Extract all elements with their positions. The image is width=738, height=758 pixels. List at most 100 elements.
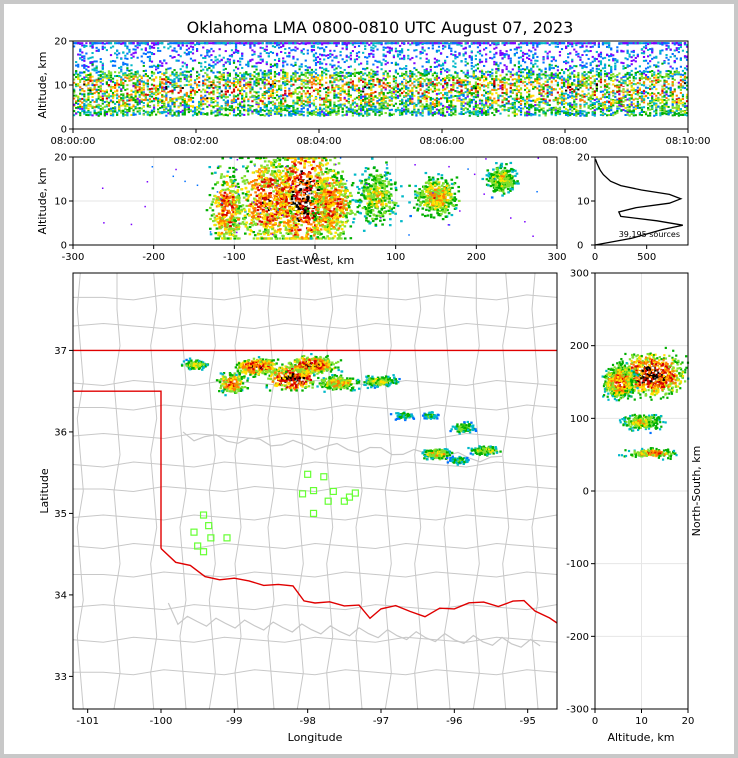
time-source-cell	[263, 91, 266, 94]
time-source-cell	[433, 111, 436, 114]
time-source-cell	[161, 105, 164, 108]
time-source-cell	[333, 101, 336, 104]
time-source-cell	[462, 112, 465, 115]
time-source-cell	[226, 58, 229, 61]
time-source-cell	[458, 94, 461, 97]
time-source-cell	[116, 82, 119, 85]
time-source-cell	[366, 93, 369, 96]
time-source-cell	[493, 89, 496, 92]
time-source-cell	[355, 89, 359, 92]
time-source-cell	[425, 53, 428, 56]
time-source-cell	[179, 47, 182, 50]
time-source-cell	[294, 91, 297, 94]
time-source-cell	[136, 103, 139, 106]
time-source-cell	[97, 112, 100, 115]
time-source-cell	[362, 114, 365, 117]
time-source-cell	[273, 90, 277, 93]
time-source-cell	[157, 100, 160, 103]
time-source-cell	[99, 109, 102, 112]
time-source-cell	[75, 106, 78, 109]
time-source-cell	[368, 76, 371, 79]
time-source-cell	[351, 87, 354, 90]
time-source-cell	[316, 42, 320, 45]
time-source-cell	[374, 45, 377, 48]
time-source-cell	[183, 78, 186, 81]
time-source-cell	[189, 89, 193, 92]
time-source-cell	[228, 105, 231, 108]
time-source-cell	[275, 105, 279, 108]
time-source-cell	[179, 42, 182, 45]
time-source-cell	[300, 79, 303, 82]
time-source-cell	[263, 94, 266, 97]
time-source-cell	[140, 42, 143, 45]
time-source-cell	[232, 90, 236, 93]
time-source-cell	[255, 109, 258, 112]
time-source-cell	[193, 93, 197, 96]
time-source-cell	[249, 75, 252, 78]
time-source-cell	[85, 68, 88, 71]
time-source-cell	[73, 89, 76, 92]
time-source-cell	[81, 105, 84, 108]
time-source-cell	[464, 102, 467, 105]
time-source-cell	[75, 61, 78, 64]
time-source-cell	[501, 101, 504, 104]
time-source-cell	[386, 82, 389, 85]
time-source-cell	[431, 47, 434, 50]
time-source-cell	[386, 72, 389, 75]
time-source-cell	[368, 87, 371, 90]
time-source-cell	[388, 47, 391, 50]
time-source-cell	[122, 104, 125, 107]
time-source-cell	[415, 90, 418, 93]
time-source-cell	[87, 110, 90, 113]
time-source-cell	[181, 104, 184, 107]
time-source-cell	[234, 99, 238, 102]
time-source-cell	[146, 82, 149, 85]
time-source-cell	[212, 50, 215, 53]
time-source-cell	[132, 104, 135, 107]
time-source-cell	[152, 64, 156, 67]
time-source-cell	[159, 64, 162, 67]
time-source-cell	[452, 79, 455, 82]
time-source-cell	[362, 80, 365, 83]
time-source-cell	[148, 111, 152, 114]
time-source-cell	[179, 111, 182, 114]
time-source-cell	[306, 91, 309, 94]
time-source-cell	[468, 82, 471, 85]
time-source-cell	[314, 83, 318, 86]
time-source-cell	[206, 113, 209, 116]
time-source-cell	[140, 98, 143, 101]
time-source-cell	[435, 75, 439, 78]
time-source-cell	[308, 79, 311, 82]
time-source-cell	[378, 111, 381, 114]
time-source-cell	[392, 92, 395, 95]
time-source-cell	[280, 104, 283, 107]
time-source-cell	[261, 58, 264, 61]
time-source-cell	[191, 42, 195, 45]
time-source-cell	[191, 100, 195, 103]
time-source-cell	[152, 87, 156, 90]
time-source-cell	[198, 112, 201, 115]
time-source-cell	[325, 104, 328, 107]
time-source-cell	[499, 52, 502, 55]
time-source-cell	[446, 42, 449, 45]
time-source-cell	[474, 42, 477, 45]
time-source-cell	[97, 114, 100, 117]
time-source-cell	[161, 42, 164, 45]
time-source-cell	[126, 112, 129, 115]
time-source-cell	[409, 43, 412, 46]
time-source-cell	[185, 53, 188, 56]
time-source-cell	[444, 80, 447, 83]
time-source-cell	[251, 49, 254, 52]
time-source-cell	[384, 60, 387, 63]
time-source-cell	[109, 114, 113, 117]
time-source-cell	[81, 93, 84, 96]
time-source-cell	[239, 103, 242, 106]
time-source-cell	[292, 83, 295, 86]
time-source-cell	[237, 106, 240, 109]
time-source-cell	[421, 105, 424, 108]
time-source-cell	[181, 42, 184, 45]
time-source-cell	[173, 49, 176, 52]
time-source-cell	[196, 77, 199, 80]
time-source-cell	[423, 80, 426, 83]
time-source-cell	[282, 65, 285, 68]
